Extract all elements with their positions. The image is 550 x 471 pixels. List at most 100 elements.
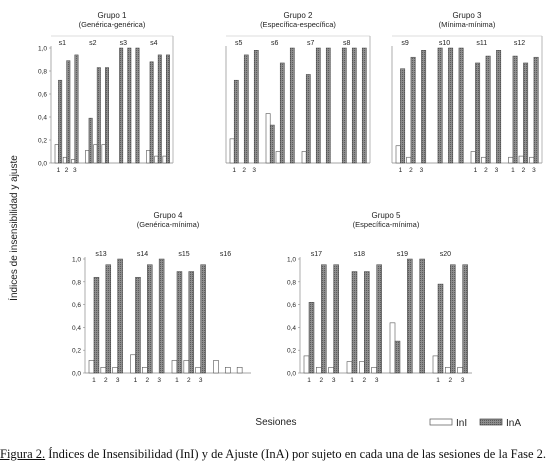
legend-swatch-ina — [479, 418, 503, 426]
bar-ina-s14-2 — [147, 264, 153, 374]
y-tick-label: 0,0 — [287, 371, 296, 378]
x-tick-label: 1 — [399, 167, 403, 174]
subject-label-s19: s19 — [397, 251, 408, 258]
x-tick-label: 3 — [199, 377, 203, 384]
bar-ina-s11-1 — [475, 62, 481, 164]
bar-ina-s4-2 — [157, 54, 162, 164]
bar-inl-s16-3 — [236, 366, 243, 374]
bar-ina-s14-3 — [158, 258, 165, 374]
subject-label-s20: s20 — [440, 251, 451, 258]
bar-inl-s12-2 — [518, 155, 524, 164]
bar-ina-s17-3 — [333, 264, 339, 374]
y-tick-label: 0,2 — [38, 138, 47, 145]
y-tick-label: 0,8 — [72, 279, 81, 286]
y-tick-label: 0,8 — [287, 279, 296, 286]
bar-ina-s9-1 — [400, 68, 406, 164]
subject-label-s10: s10 — [439, 40, 450, 47]
bar-inl-s15-1 — [171, 360, 178, 374]
bar-ina-s18-2 — [364, 271, 370, 374]
x-tick-label: 1 — [134, 377, 138, 384]
bar-ina-s9-2 — [410, 56, 416, 164]
bar-ina-s1-2 — [66, 60, 71, 164]
y-tick-label: 0,0 — [72, 371, 81, 378]
bar-inl-s16-1 — [213, 360, 219, 374]
subject-label-s5: s5 — [235, 40, 243, 47]
panel-subtitle: (Específica-mínima) — [353, 220, 420, 229]
bar-ina-s2-3 — [105, 67, 109, 164]
y-tick-label: 0,6 — [287, 302, 296, 309]
subject-label-s1: s1 — [59, 40, 67, 47]
y-tick-label: 0,2 — [72, 348, 81, 355]
x-tick-label: 3 — [116, 377, 120, 384]
chart-panels: Grupo 1(Genérica-genérica) 0,0 0,2 0,4 0,6 0,… — [38, 11, 543, 384]
x-tick-label: 2 — [484, 167, 488, 174]
bar-ina-s15-1 — [176, 271, 183, 374]
bar-ina-s3-1 — [119, 47, 124, 164]
x-axis-label: Sesiones — [255, 417, 296, 428]
bar-ina-s13-3 — [117, 258, 123, 374]
y-tick-label: 1,0 — [72, 257, 81, 264]
x-tick-label: 2 — [242, 167, 246, 174]
subject-label-s18: s18 — [354, 251, 365, 258]
y-tick-label: 0,2 — [287, 348, 296, 355]
subject-label-s8: s8 — [343, 40, 351, 47]
y-tick-label: 0,4 — [38, 115, 47, 122]
y-tick-label: 1,0 — [287, 257, 296, 264]
bar-inl-s2-3 — [101, 144, 106, 164]
bar-inl-s17-1 — [303, 355, 310, 374]
bar-inl-s11-1 — [470, 151, 476, 164]
bar-ina-s10-2 — [448, 47, 454, 164]
bar-inl-s14-1 — [130, 354, 136, 374]
bar-ina-s7-3 — [325, 47, 331, 164]
bar-ina-s9-3 — [421, 50, 427, 164]
bar-inl-s4-2 — [154, 155, 159, 164]
bar-ina-s15-3 — [200, 264, 206, 374]
bar-inl-s16-2 — [225, 366, 231, 374]
x-tick-label: 2 — [65, 167, 69, 174]
bar-inl-s6-1 — [265, 113, 271, 164]
bar-ina-s7-2 — [315, 47, 321, 164]
panel-title: Grupo 4 — [154, 211, 183, 220]
legend-label-inl: InI — [456, 418, 467, 429]
bar-inl-s4-3 — [162, 155, 167, 164]
bar-inl-s13-2 — [100, 366, 107, 374]
bar-ina-s4-1 — [149, 61, 154, 164]
subject-label-s11: s11 — [476, 40, 487, 47]
x-tick-label: 1 — [307, 377, 311, 384]
bar-ina-s10-1 — [437, 47, 443, 164]
x-tick-label: 3 — [252, 167, 256, 174]
bar-ina-s2-1 — [88, 117, 93, 164]
bar-inl-s15-3 — [195, 366, 201, 374]
bar-ina-s12-1 — [512, 55, 518, 164]
subject-label-s4: s4 — [150, 40, 158, 47]
subject-label-s14: s14 — [137, 251, 148, 258]
panel-title: Grupo 1 — [98, 11, 127, 20]
bar-inl-s18-2 — [359, 361, 365, 374]
bar-ina-s13-1 — [93, 276, 100, 374]
bar-inl-s2-2 — [93, 144, 98, 164]
bar-ina-s15-2 — [188, 271, 195, 374]
y-tick-label: 0,4 — [72, 325, 81, 332]
bar-ina-s5-1 — [233, 79, 239, 164]
bar-inl-s15-2 — [183, 360, 190, 374]
y-axis-label: Índices de insensibilidad y ajuste — [7, 155, 20, 301]
bar-ina-s12-3 — [533, 56, 539, 164]
caption-figure-label: Figura 2. — [0, 447, 46, 461]
bar-ina-s7-1 — [305, 74, 311, 164]
bar-inl-s17-3 — [328, 366, 334, 374]
x-tick-label: 1 — [232, 167, 236, 174]
bar-inl-s9-2 — [406, 156, 412, 164]
x-tick-label: 2 — [522, 167, 526, 174]
bar-inl-s9-1 — [395, 145, 401, 164]
bar-ina-s3-3 — [135, 47, 140, 164]
x-tick-label: 2 — [187, 377, 191, 384]
subject-label-s9: s9 — [401, 40, 409, 47]
bar-inl-s14-2 — [142, 366, 148, 374]
bar-ina-s2-2 — [96, 67, 101, 164]
y-tick-label: 1,0 — [38, 46, 47, 53]
subject-label-s6: s6 — [271, 40, 279, 47]
y-tick-label: 0,4 — [287, 325, 296, 332]
caption-text: Índices de Insensibilidad (InI) y de Aju… — [45, 447, 547, 461]
bar-ina-s12-2 — [523, 62, 529, 164]
